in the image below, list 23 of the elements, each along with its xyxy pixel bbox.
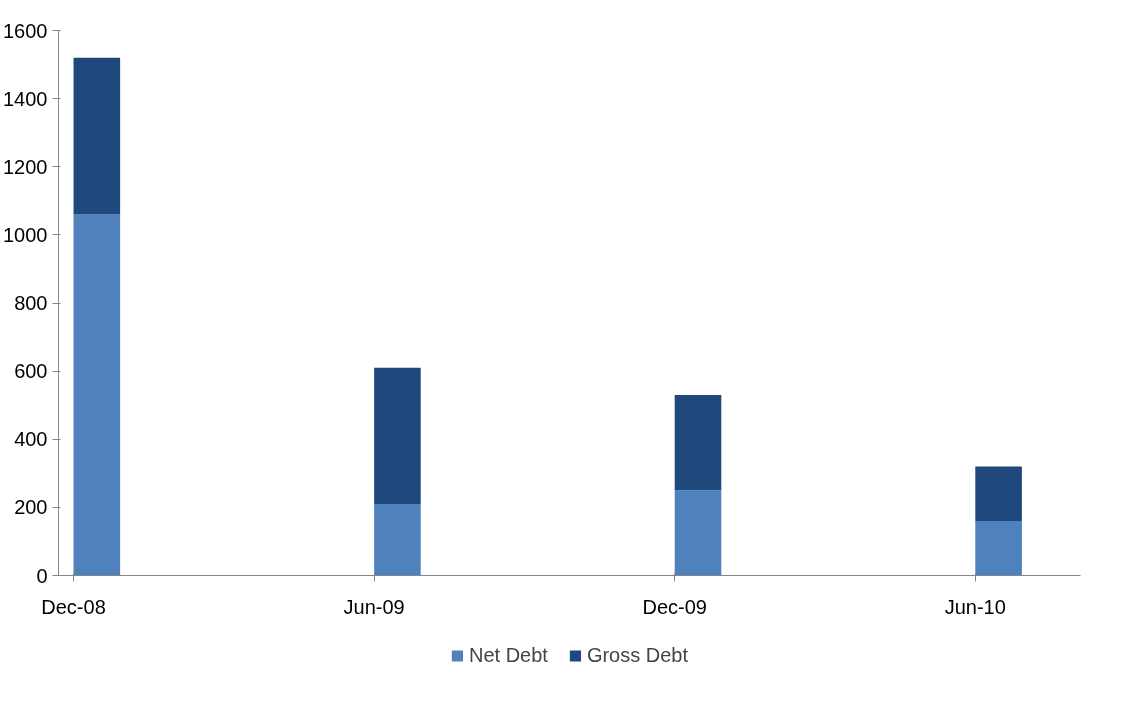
y-tick-label: 1600 bbox=[3, 19, 48, 42]
y-tick-label: 600 bbox=[14, 360, 48, 383]
y-tick-label: 0 bbox=[36, 564, 48, 587]
bar bbox=[73, 214, 121, 576]
y-tick-label: 800 bbox=[14, 292, 48, 314]
bar bbox=[975, 466, 1022, 521]
x-tick-label: Dec-08 bbox=[41, 595, 106, 618]
bar bbox=[374, 367, 421, 504]
bar bbox=[73, 57, 121, 215]
legend-label: Net Debt bbox=[468, 643, 548, 667]
y-tick-label: 1000 bbox=[3, 223, 48, 246]
legend-label: Gross Debt bbox=[586, 643, 689, 667]
x-tick-label: Dec-09 bbox=[642, 595, 707, 618]
bar bbox=[975, 521, 1022, 576]
x-tick-label: Jun-09 bbox=[343, 595, 405, 618]
bar bbox=[674, 394, 722, 491]
y-tick-label: 1400 bbox=[3, 87, 48, 110]
bar bbox=[374, 503, 421, 576]
y-tick-label: 400 bbox=[14, 428, 48, 451]
x-tick-label: Jun-10 bbox=[944, 595, 1006, 618]
bar bbox=[674, 490, 722, 576]
y-tick-label: 200 bbox=[14, 496, 48, 519]
y-tick-label: 1200 bbox=[3, 155, 48, 178]
